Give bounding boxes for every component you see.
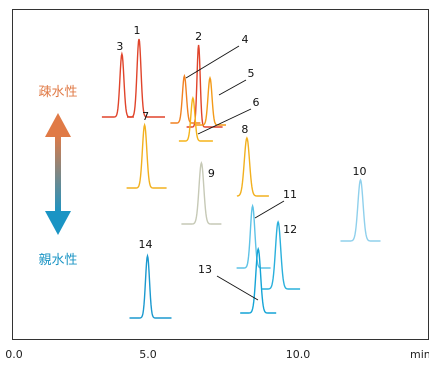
peak-label-6: 6 bbox=[253, 96, 260, 109]
peak-label-8: 8 bbox=[241, 123, 248, 136]
peak-label-4: 4 bbox=[242, 33, 249, 46]
peak-trace-8 bbox=[236, 136, 269, 197]
down-arrowhead bbox=[45, 211, 71, 235]
chromatogram-traces bbox=[101, 38, 381, 319]
peak-trace-10 bbox=[340, 178, 381, 242]
hydrophobic-label: 疎水性 bbox=[38, 85, 77, 100]
peak-trace-2 bbox=[186, 44, 223, 128]
leader-line-4 bbox=[185, 45, 240, 79]
peak-trace-5 bbox=[196, 75, 226, 126]
peak-label-2: 2 bbox=[195, 30, 202, 43]
peak-trace-3 bbox=[101, 51, 134, 118]
x-axis: 0.0 5.0 10.0 min bbox=[5, 348, 429, 361]
peak-trace-1 bbox=[127, 38, 165, 118]
peak-trace-6 bbox=[178, 96, 213, 142]
leader-line-11 bbox=[254, 200, 285, 219]
leader-line-6 bbox=[197, 108, 252, 135]
peak-label-12: 12 bbox=[283, 223, 297, 236]
peak-trace-11 bbox=[236, 203, 271, 269]
peak-label-7: 7 bbox=[142, 110, 149, 123]
leader-lines bbox=[185, 45, 285, 301]
peak-label-3: 3 bbox=[116, 40, 123, 53]
peak-trace-7 bbox=[126, 122, 167, 189]
arrow-shaft bbox=[55, 135, 61, 213]
peak-label-11: 11 bbox=[283, 188, 297, 201]
polarity-indicator: 疎水性 親水性 bbox=[38, 85, 77, 268]
hydrophilic-label: 親水性 bbox=[38, 253, 77, 268]
peak-label-10: 10 bbox=[353, 165, 367, 178]
up-arrowhead bbox=[45, 113, 71, 137]
leader-line-5 bbox=[218, 79, 247, 96]
peak-label-1: 1 bbox=[134, 24, 141, 37]
x-tick-label-10: 10.0 bbox=[286, 348, 311, 361]
x-tick-label-5: 5.0 bbox=[139, 348, 157, 361]
peak-trace-12 bbox=[262, 220, 301, 290]
peak-label-14: 14 bbox=[139, 238, 153, 251]
peak-label-13: 13 bbox=[198, 263, 212, 276]
peak-trace-13 bbox=[240, 246, 277, 314]
leader-line-13 bbox=[216, 275, 259, 301]
peak-trace-9 bbox=[181, 161, 222, 225]
x-tick-label-0: 0.0 bbox=[5, 348, 23, 361]
peak-label-9: 9 bbox=[208, 167, 215, 180]
x-axis-unit: min bbox=[410, 348, 429, 361]
peak-label-5: 5 bbox=[248, 67, 255, 80]
peak-trace-14 bbox=[129, 253, 172, 319]
